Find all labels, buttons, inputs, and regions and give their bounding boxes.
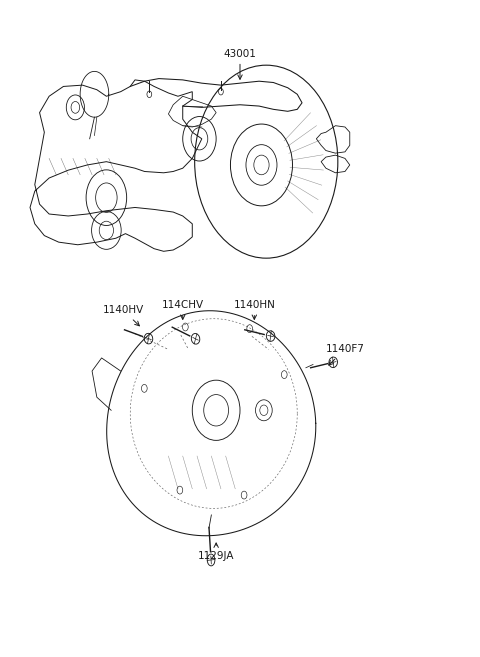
- Text: 1140HV: 1140HV: [102, 306, 144, 326]
- Text: 1140HN: 1140HN: [233, 300, 275, 319]
- Text: 43001: 43001: [224, 49, 256, 79]
- Text: 1129JA: 1129JA: [198, 543, 234, 561]
- Text: 114CHV: 114CHV: [162, 300, 204, 319]
- Text: 1140F7: 1140F7: [325, 344, 364, 365]
